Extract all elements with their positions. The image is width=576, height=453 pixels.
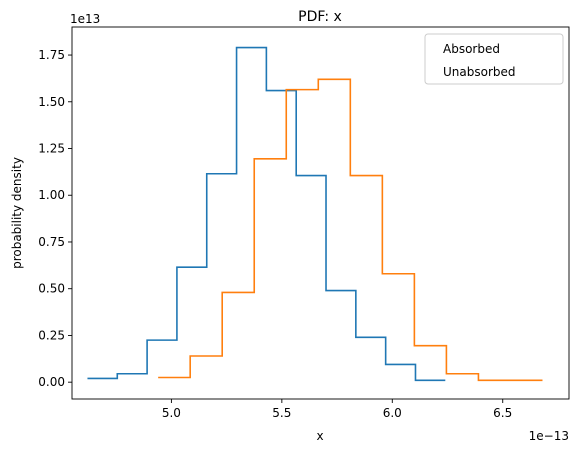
y-tick-label: 0.00 bbox=[38, 375, 65, 389]
y-tick-label: 1.00 bbox=[38, 188, 65, 202]
legend: Absorbed Unabsorbed bbox=[424, 33, 564, 85]
x-axis-label: x bbox=[316, 429, 323, 443]
y-tick-label: 0.50 bbox=[38, 282, 65, 296]
legend-entry-absorbed: Absorbed bbox=[443, 42, 500, 56]
series-absorbed bbox=[87, 46, 446, 382]
x-tick-label: 6.5 bbox=[493, 406, 512, 420]
legend-box bbox=[424, 33, 564, 85]
series-unabsorbed bbox=[158, 78, 543, 382]
x-tick-label: 6.0 bbox=[383, 406, 402, 420]
y-offset-label: 1e13 bbox=[70, 12, 100, 26]
plot-area bbox=[87, 46, 543, 382]
y-axis: 0.00 0.25 0.50 0.75 1.00 1.25 1.50 1.75 bbox=[38, 48, 72, 389]
y-tick-label: 1.50 bbox=[38, 95, 65, 109]
chart-title: PDF: x bbox=[298, 9, 342, 25]
y-tick-label: 0.25 bbox=[38, 328, 65, 342]
x-tick-label: 5.0 bbox=[162, 406, 181, 420]
y-tick-label: 1.25 bbox=[38, 142, 65, 156]
x-offset-label: 1e−13 bbox=[529, 429, 569, 443]
x-axis: 5.0 5.5 6.0 6.5 bbox=[162, 399, 512, 420]
legend-entry-unabsorbed: Unabsorbed bbox=[443, 65, 516, 79]
x-tick-label: 5.5 bbox=[272, 406, 291, 420]
y-axis-label: probability density bbox=[10, 157, 24, 269]
y-tick-label: 0.75 bbox=[38, 235, 65, 249]
series-line bbox=[158, 78, 543, 382]
y-tick-label: 1.75 bbox=[38, 48, 65, 62]
axes-frame bbox=[71, 26, 570, 400]
series-line bbox=[87, 46, 446, 382]
